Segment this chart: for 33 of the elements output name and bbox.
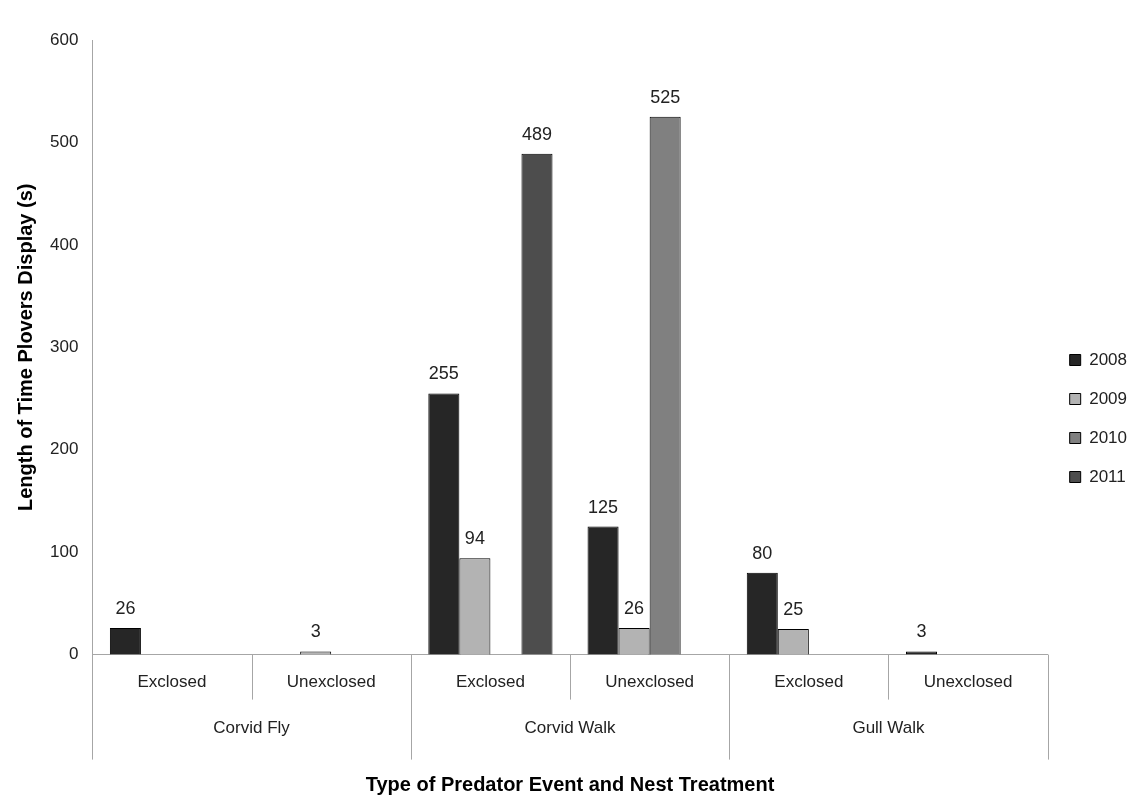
- data-label: 125: [588, 496, 619, 517]
- x-tick-label: Unexclosed: [286, 672, 376, 692]
- data-label: 26: [624, 597, 645, 618]
- y-tick-label: 500: [49, 132, 79, 152]
- y-tick-label: 400: [49, 234, 79, 254]
- data-label: 525: [650, 86, 681, 107]
- x-tick-label: Exclosed: [774, 672, 844, 692]
- y-tick-label: 100: [49, 541, 79, 561]
- y-tick-label: 200: [49, 439, 79, 459]
- y-axis-title: Length of Time Plovers Display (s): [13, 183, 36, 512]
- legend-label: 2009: [1089, 388, 1128, 408]
- data-label: 80: [752, 542, 773, 563]
- text: Corvid Walk: [524, 718, 617, 738]
- legend-label: 2011: [1089, 466, 1126, 486]
- y-tick-label: 600: [49, 29, 79, 49]
- text: Gull Walk: [852, 718, 926, 738]
- data-label: 489: [521, 123, 553, 144]
- data-label: 25: [783, 598, 804, 619]
- legend-label: 2008: [1089, 349, 1128, 369]
- y-tick-label: 0: [68, 644, 79, 664]
- data-label: 255: [428, 363, 459, 384]
- x-axis-title: Type of Predator Event and Nest Treatment: [365, 772, 775, 795]
- x-tick-label: Exclosed: [455, 672, 525, 692]
- data-label: 3: [310, 621, 321, 642]
- data-label: 3: [916, 621, 927, 642]
- x-tick-label: Exclosed: [137, 672, 207, 692]
- data-label: 26: [115, 597, 136, 618]
- x-tick-label: Unexclosed: [923, 672, 1013, 692]
- legend-label: 2010: [1089, 427, 1128, 447]
- text: Corvid Fly: [213, 718, 291, 738]
- x-tick-label: Unexclosed: [605, 672, 695, 692]
- y-tick-label: 300: [49, 336, 79, 356]
- data-label: 94: [464, 528, 485, 549]
